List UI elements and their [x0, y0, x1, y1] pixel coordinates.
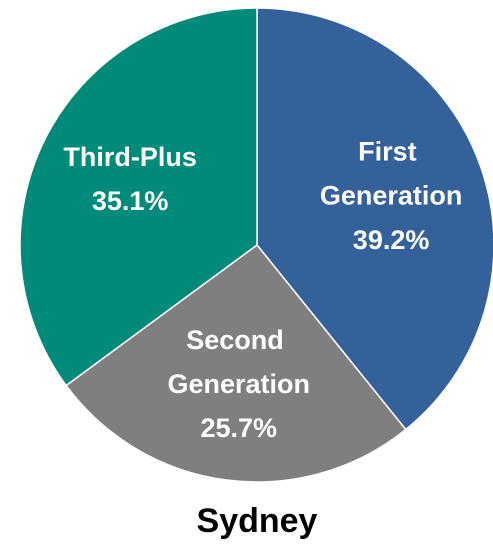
- slice-label: Third-Plus: [63, 142, 197, 172]
- slice-value: 35.1%: [92, 186, 169, 216]
- pie-slice: [256, 7, 493, 431]
- pie-slice: [65, 243, 407, 483]
- slice-label: Second Generation: [167, 325, 310, 399]
- pie-slice: [19, 7, 258, 387]
- chart-title: Sydney: [197, 502, 318, 540]
- slice-value: 39.2%: [353, 225, 430, 255]
- slice-value: 25.7%: [200, 413, 277, 443]
- slice-label: First Generation: [320, 137, 463, 211]
